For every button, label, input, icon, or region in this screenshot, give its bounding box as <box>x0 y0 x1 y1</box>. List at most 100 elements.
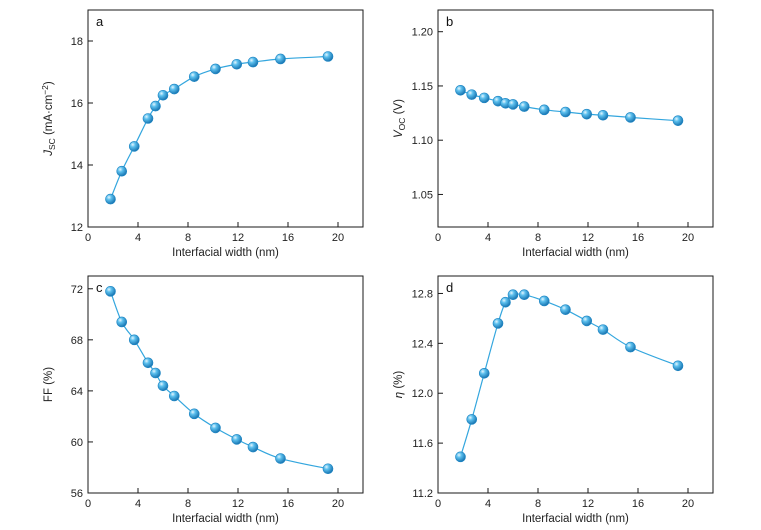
data-point <box>500 296 511 308</box>
series-line <box>460 89 679 122</box>
y-axis-label: FF (%) <box>43 367 55 402</box>
y-tick-label: 11.2 <box>412 488 433 500</box>
data-point <box>116 165 128 177</box>
data-point <box>168 390 180 402</box>
data-point <box>150 367 161 379</box>
panel-c: 0 4 8 12 16 20 56 60 64 68 72 Interfacial width (nm… <box>43 275 364 525</box>
data-point <box>210 422 221 434</box>
x-tick-label: 4 <box>135 498 141 510</box>
data-point <box>507 289 519 301</box>
data-point <box>157 89 169 101</box>
y-axis-label-main: V <box>393 129 405 138</box>
x-tick-label: 0 <box>85 498 91 510</box>
x-tick-label: 4 <box>485 232 491 244</box>
x-tick-label: 20 <box>682 498 694 510</box>
data-point <box>466 414 478 425</box>
plot-frame <box>437 275 714 494</box>
data-point <box>275 53 286 65</box>
data-point <box>507 99 519 110</box>
data-point <box>322 51 334 62</box>
data-point <box>455 84 466 96</box>
data-point <box>105 286 116 297</box>
data-point <box>275 453 286 464</box>
data-point <box>116 316 128 328</box>
panel-b: 0 4 8 12 16 20 1.05 1.10 1.15 1.20 Interfacial wid… <box>393 9 714 259</box>
data-point <box>560 304 571 315</box>
x-tick-label: 12 <box>232 232 244 244</box>
x-tick-label: 12 <box>582 498 594 510</box>
y-axis-label-unit: (%) <box>393 371 405 392</box>
data-point <box>231 434 243 445</box>
x-tick-label: 8 <box>185 232 191 244</box>
data-point <box>142 113 154 124</box>
y-axis-label-main: FF (%) <box>43 367 55 402</box>
data-point <box>625 112 636 123</box>
data-point <box>128 141 140 152</box>
y-tick-label: 56 <box>71 488 83 500</box>
x-tick-label: 8 <box>535 232 541 244</box>
data-point <box>672 115 684 126</box>
y-tick-label: 60 <box>71 437 83 449</box>
plot-frame <box>87 275 364 494</box>
data-point <box>466 89 478 100</box>
y-axis-label: η (%) <box>393 371 405 399</box>
data-point <box>625 341 636 353</box>
data-point <box>492 318 504 329</box>
series-line <box>109 55 329 200</box>
y-tick-label: 12 <box>71 222 83 234</box>
data-point <box>188 408 200 420</box>
y-tick-label: 1.10 <box>412 135 433 147</box>
y-tick-label: 12.8 <box>412 288 433 300</box>
data-point <box>538 295 550 307</box>
x-tick-label: 12 <box>582 232 594 244</box>
y-axis-label-subscript: OC <box>397 118 407 131</box>
data-point <box>581 108 593 120</box>
data-point <box>518 101 530 112</box>
y-axis-label-close: ) <box>43 81 55 85</box>
y-tick-label: 64 <box>71 386 83 398</box>
data-point <box>478 92 490 104</box>
y-axis-label-superscript: −2 <box>40 85 50 95</box>
data-point <box>581 315 593 327</box>
data-point <box>188 71 200 82</box>
x-tick-label: 16 <box>282 232 294 244</box>
x-axis-label: Interfacial width (nm) <box>522 247 629 259</box>
x-axis-label: Interfacial width (nm) <box>172 513 279 525</box>
y-tick-label: 12.4 <box>412 338 433 350</box>
data-point <box>322 463 334 475</box>
panel-letter: d <box>446 280 453 295</box>
data-point <box>672 360 684 372</box>
data-point <box>105 193 116 205</box>
x-axis-label: Interfacial width (nm) <box>172 247 279 259</box>
x-tick-label: 8 <box>185 498 191 510</box>
y-tick-label: 1.15 <box>412 81 433 93</box>
y-tick-label: 1.05 <box>412 189 433 201</box>
x-tick-label: 0 <box>85 232 91 244</box>
x-tick-label: 4 <box>485 498 491 510</box>
y-tick-label: 1.20 <box>412 27 433 39</box>
x-tick-label: 20 <box>332 232 344 244</box>
data-point <box>157 380 169 392</box>
x-tick-label: 0 <box>435 232 441 244</box>
x-tick-label: 16 <box>282 498 294 510</box>
x-tick-label: 0 <box>435 498 441 510</box>
y-tick-label: 72 <box>71 284 83 296</box>
y-tick-label: 14 <box>71 160 83 172</box>
x-tick-label: 4 <box>135 232 141 244</box>
x-tick-label: 20 <box>332 498 344 510</box>
panel-letter: a <box>96 14 104 29</box>
x-axis-label: Interfacial width (nm) <box>522 513 629 525</box>
data-point <box>247 441 259 453</box>
data-point <box>478 367 490 379</box>
data-point <box>128 334 140 346</box>
data-point <box>597 324 609 335</box>
data-point <box>538 104 550 116</box>
series-line <box>109 291 329 470</box>
panel-letter: b <box>446 14 453 29</box>
y-axis-label-subscript: SC <box>47 138 57 150</box>
data-point <box>142 357 154 369</box>
y-tick-label: 12.0 <box>412 388 433 400</box>
y-tick-label: 68 <box>71 335 83 347</box>
panel-d: 0 4 8 12 16 20 11.2 11.6 12.0 12.4 12.8 Interfacial… <box>393 275 714 525</box>
